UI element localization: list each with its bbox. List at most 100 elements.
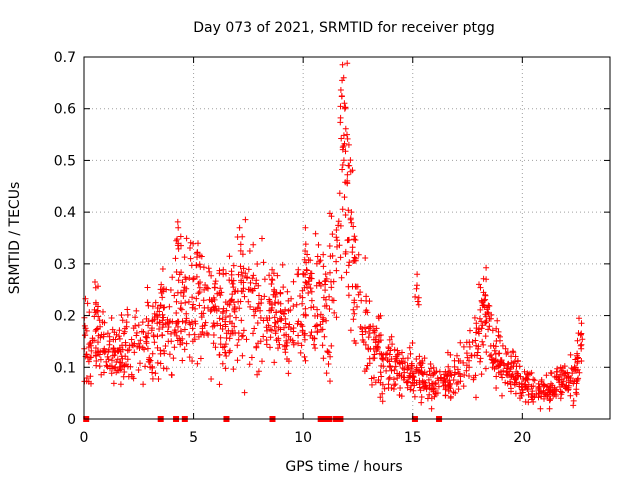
data-point [272,300,279,307]
data-point [476,315,483,322]
data-point [414,366,421,373]
data-point [491,347,498,354]
data-point [116,346,123,353]
data-point [505,360,512,367]
data-point [372,339,379,346]
data-point [339,61,346,68]
data-point [407,350,414,357]
data-point [109,365,116,372]
data-point [529,388,536,395]
data-point [95,313,102,320]
data-point [390,376,397,383]
data-point [230,262,237,269]
data-point [557,388,564,395]
data-point [200,310,207,317]
chart-title: Day 073 of 2021, SRMTID for receiver ptg… [193,20,495,36]
data-point [86,309,93,316]
data-point [493,363,500,370]
data-point [333,258,340,265]
data-point [209,323,216,330]
data-point [178,306,185,313]
data-point [173,298,180,305]
data-point [171,327,178,334]
data-point [411,393,418,400]
data-point [186,354,193,361]
data-point [400,376,407,383]
data-point [290,325,297,331]
data-point [227,313,233,319]
data-point [263,324,270,331]
data-point [111,352,118,359]
data-point [179,279,186,286]
data-point [277,308,284,314]
data-point [237,263,244,270]
data-point [290,303,297,310]
data-point [155,376,162,382]
data-point [319,326,326,333]
data-point [285,370,292,377]
data-point [308,329,315,336]
data-point [112,349,119,356]
data-point [175,240,182,247]
data-point [396,359,403,366]
data-point [531,377,538,384]
data-point [189,304,196,311]
data-point [252,308,259,315]
data-point [144,334,150,341]
data-point [173,320,179,326]
data-point [333,267,340,274]
data-point [272,319,278,326]
data-point [160,321,167,328]
data-point [321,333,328,340]
data-point [276,341,283,348]
data-point [344,131,350,138]
data-point [275,345,281,352]
data-point [483,264,490,271]
data-point [461,372,468,378]
data-point [187,245,193,251]
data-point [211,306,218,313]
data-point [338,135,345,142]
data-point [122,353,129,360]
data-point [522,381,529,388]
data-point [557,383,563,390]
data-point [416,353,423,360]
data-point [297,349,304,356]
data-point [303,266,310,273]
data-point [315,241,322,248]
data-point [186,331,193,338]
data-point [576,369,583,376]
data-point [122,339,129,346]
data-point [341,140,348,147]
data-point [328,342,335,349]
data-point [375,344,381,351]
data-point [351,310,358,317]
data-point [154,359,161,366]
data-point [216,315,223,322]
data-point [488,352,495,358]
data-point [209,298,216,305]
data-point [178,300,185,307]
data-point [443,373,450,380]
data-point [464,354,471,361]
data-point [541,395,547,402]
data-point [157,360,164,367]
data-point [106,333,113,340]
data-point [418,364,425,371]
data-point [216,270,223,277]
data-point [266,272,273,279]
data-point [326,293,333,300]
data-point [240,265,247,272]
data-point [404,378,411,385]
data-point [494,317,501,324]
data-point [408,360,415,367]
data-point [234,357,241,364]
data-point [359,325,365,332]
data-point [158,290,165,296]
data-point [471,314,478,321]
data-point [347,157,354,164]
data-point [267,334,274,341]
data-point [561,363,568,370]
data-point [144,299,151,306]
data-point [166,351,173,358]
